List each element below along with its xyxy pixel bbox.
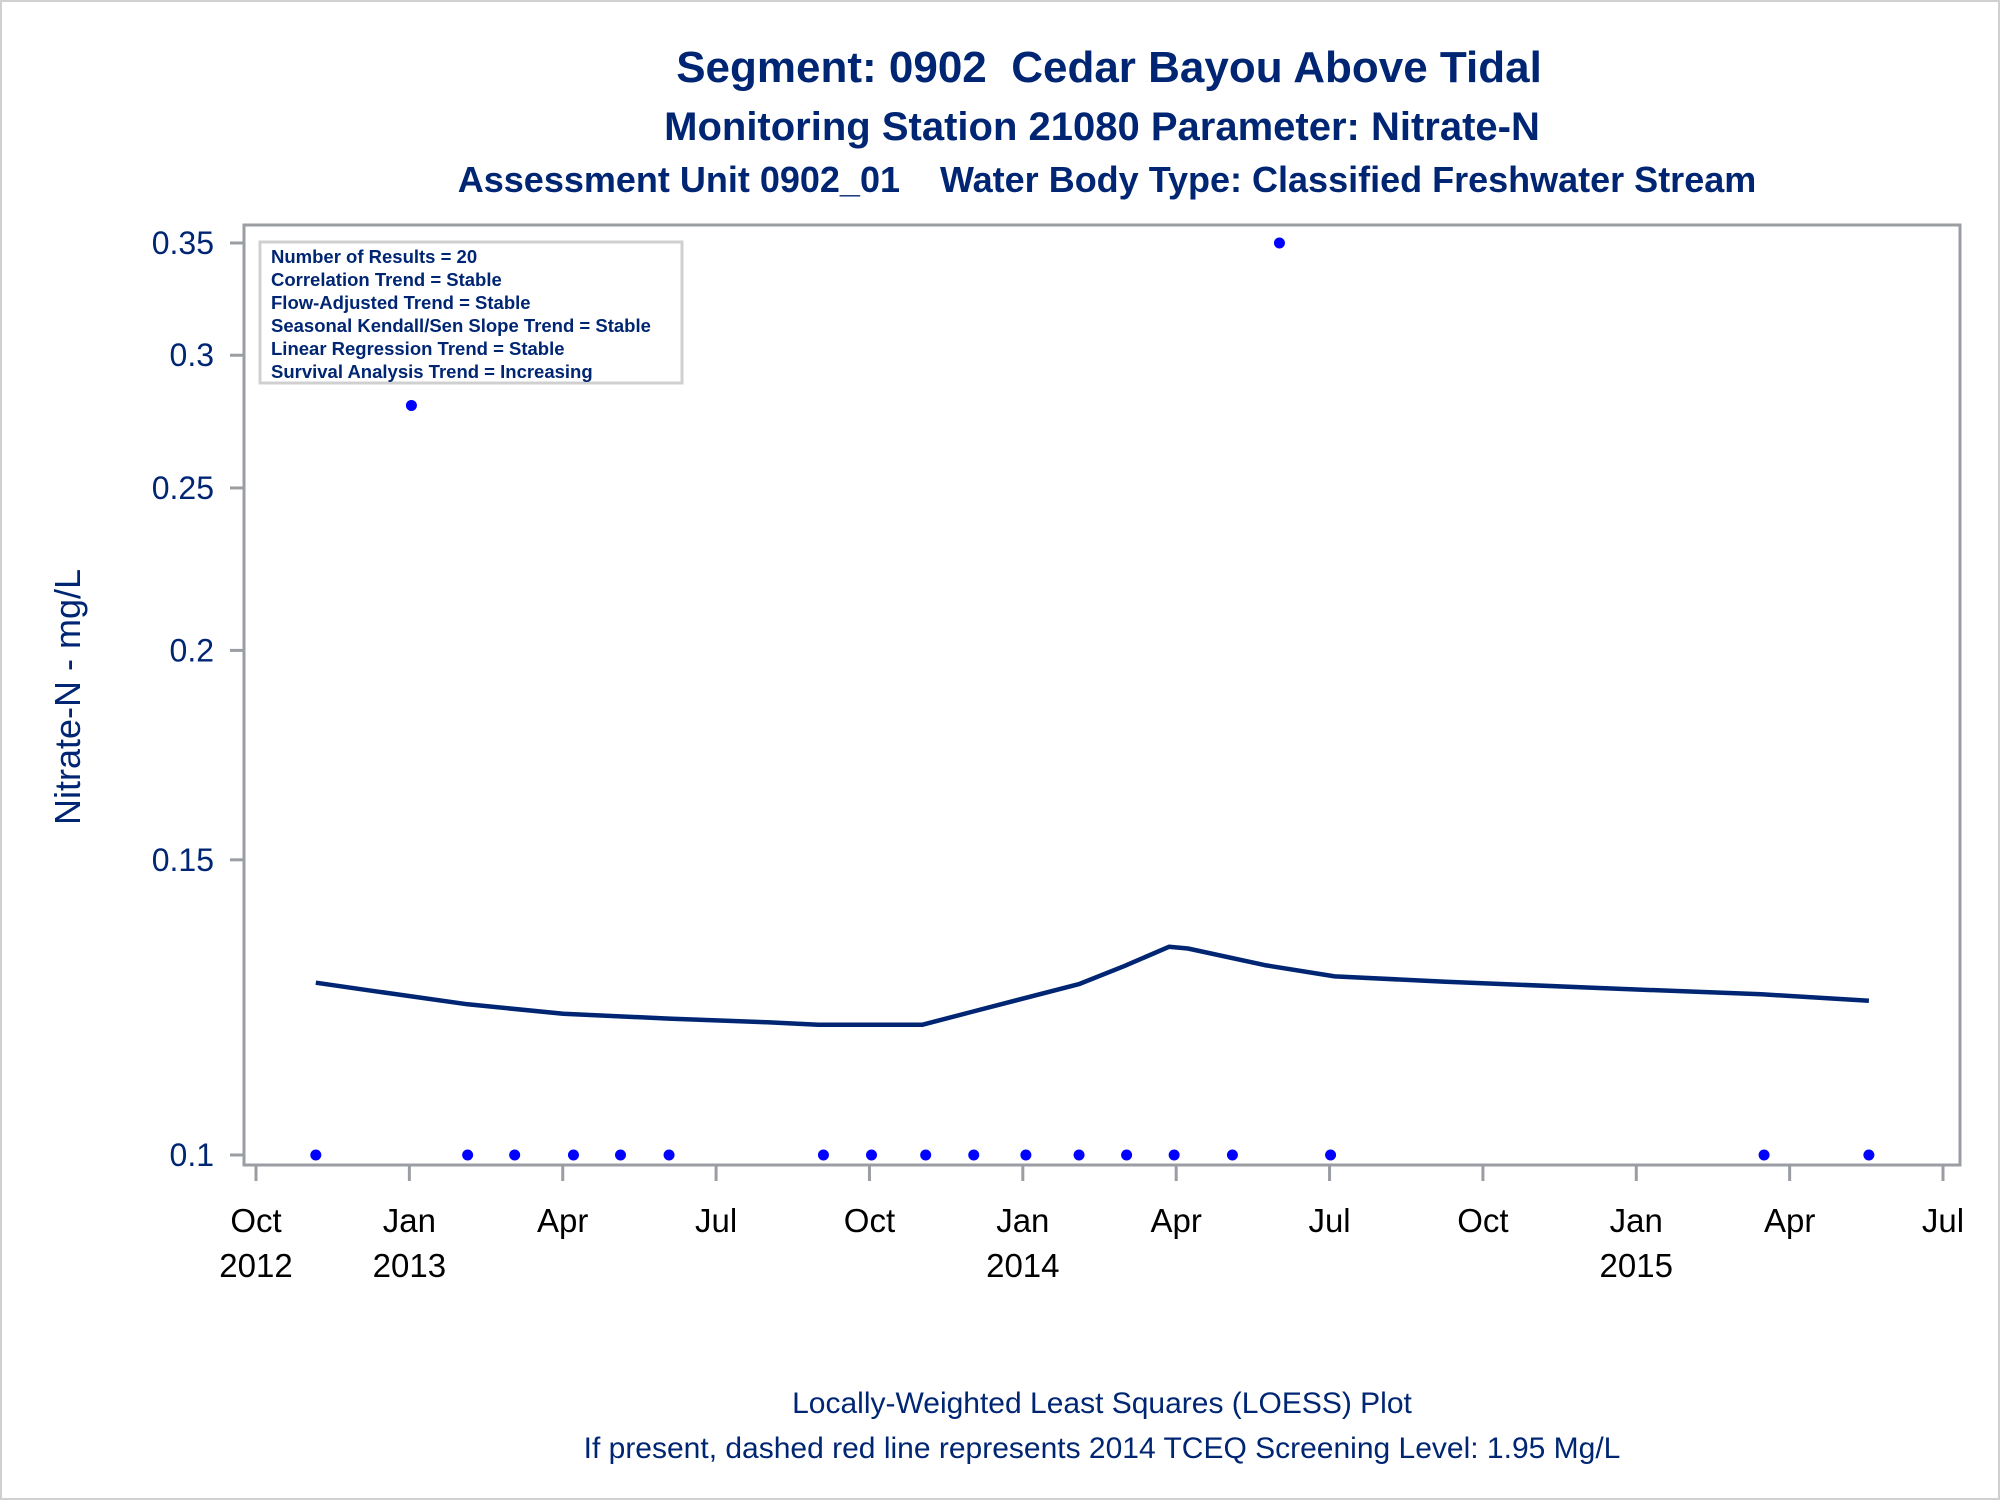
data-point <box>663 1149 675 1161</box>
y-tick-label: 0.35 <box>152 225 214 261</box>
footnote-screening-level: If present, dashed red line represents 2… <box>584 1432 1621 1465</box>
data-point <box>567 1149 579 1161</box>
chart-subtitle-2: Assessment Unit 0902_01 Water Body Type:… <box>458 159 1757 200</box>
x-tick-label-month: Oct <box>844 1202 895 1239</box>
x-axis: Oct 2012 Jan 2013 Apr Jul Oct Jan 2014 Apr Jul Oct J… <box>219 1165 1964 1284</box>
y-axis-label: Nitrate-N - mg/L <box>47 569 88 825</box>
legend-box <box>258 240 684 385</box>
chart-subtitle: Monitoring Station 21080 Parameter: Nitr… <box>664 105 1540 149</box>
plot-area <box>310 237 1875 1161</box>
data-point <box>1226 1149 1238 1161</box>
y-tick-label: 0.3 <box>170 337 214 373</box>
loess-line <box>315 944 1870 1027</box>
legend-line: Survival Analysis Trend = Increasing <box>271 361 593 382</box>
data-point <box>1758 1149 1770 1161</box>
legend-line: Linear Regression Trend = Stable <box>271 338 565 359</box>
data-point <box>462 1149 474 1161</box>
x-tick-label-year: 2015 <box>1600 1247 1673 1284</box>
y-tick-label: 0.15 <box>152 842 214 878</box>
data-point <box>1073 1149 1085 1161</box>
footnote-loess: Locally-Weighted Least Squares (LOESS) P… <box>792 1387 1412 1420</box>
x-tick-label-month: Apr <box>1151 1202 1202 1239</box>
data-point <box>865 1149 877 1161</box>
data-point <box>1121 1149 1133 1161</box>
x-tick-label-month: Jan <box>1610 1202 1663 1239</box>
data-point <box>817 1149 829 1161</box>
data-point <box>1863 1149 1875 1161</box>
x-tick-label-month: Apr <box>537 1202 588 1239</box>
legend-line: Number of Results = 20 <box>271 246 477 267</box>
legend-line: Correlation Trend = Stable <box>271 269 502 290</box>
x-tick-label-month: Jul <box>1308 1202 1350 1239</box>
data-point <box>405 399 417 411</box>
x-tick-label-month: Jul <box>695 1202 737 1239</box>
chart-title: Segment: 0902 Cedar Bayou Above Tidal <box>676 43 1542 92</box>
legend-line: Seasonal Kendall/Sen Slope Trend = Stabl… <box>271 315 651 336</box>
x-tick-label-year: 2014 <box>986 1247 1059 1284</box>
x-tick-label-month: Apr <box>1764 1202 1815 1239</box>
data-point <box>1273 237 1285 249</box>
x-tick-label-month: Jan <box>383 1202 436 1239</box>
y-tick-label: 0.1 <box>170 1137 214 1173</box>
y-tick-label: 0.2 <box>170 632 214 668</box>
data-point <box>1020 1149 1032 1161</box>
data-point <box>1325 1149 1337 1161</box>
x-tick-label-year: 2012 <box>219 1247 292 1284</box>
data-point <box>920 1149 932 1161</box>
x-tick-label-month: Jan <box>996 1202 1049 1239</box>
x-tick-label-year: 2013 <box>373 1247 446 1284</box>
plot-frame <box>242 223 1962 1167</box>
data-point <box>614 1149 626 1161</box>
x-tick-label-month: Oct <box>230 1202 281 1239</box>
data-point <box>968 1149 980 1161</box>
legend-line: Flow-Adjusted Trend = Stable <box>271 292 531 313</box>
data-point <box>310 1149 322 1161</box>
x-tick-label-month: Oct <box>1457 1202 1508 1239</box>
y-tick-label: 0.25 <box>152 470 214 506</box>
y-axis: 0.1 0.15 0.2 0.25 0.3 0.35 <box>152 225 244 1173</box>
x-tick-label-month: Jul <box>1922 1202 1964 1239</box>
data-point <box>509 1149 521 1161</box>
data-point <box>1168 1149 1180 1161</box>
